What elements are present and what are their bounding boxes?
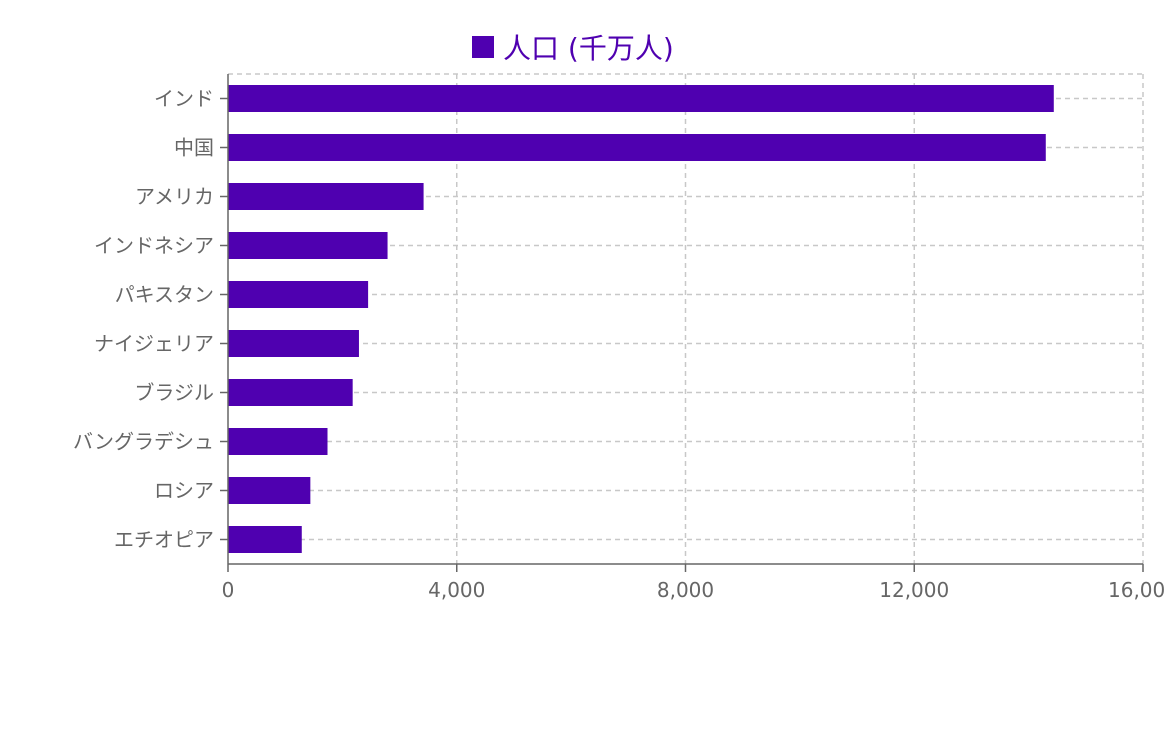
tick-labels: 0 4,000 8,000 12,000 16,000 インド中国アメリカインドネシアパキ… [73, 87, 1164, 603]
bar[interactable] [228, 477, 311, 504]
bar[interactable] [228, 526, 302, 553]
legend-swatch [472, 36, 494, 58]
x-tick-label: 4,000 [428, 578, 485, 602]
y-tick-label: ナイジェリア [94, 332, 214, 356]
bar[interactable] [228, 379, 353, 406]
y-tick-label: 中国 [174, 136, 214, 160]
axes [220, 74, 1144, 572]
bar[interactable] [228, 183, 424, 210]
y-tick-label: インド [154, 87, 214, 111]
x-tick-label: 8,000 [657, 578, 714, 602]
bar[interactable] [228, 428, 328, 455]
bar[interactable] [228, 330, 359, 357]
y-tick-label: インドネシア [94, 234, 214, 258]
bar[interactable] [228, 232, 388, 259]
y-tick-label: ロシア [154, 479, 214, 503]
y-tick-label: パキスタン [115, 283, 214, 307]
bars [228, 85, 1054, 553]
legend-label: 人口 (千万人) [503, 32, 674, 65]
y-tick-label: エチオピア [114, 528, 214, 552]
legend[interactable]: 人口 (千万人) [472, 32, 674, 65]
y-tick-label: ブラジル [134, 381, 214, 405]
x-tick-label: 16,000 [1108, 578, 1164, 602]
y-tick-label: バングラデシュ [73, 430, 214, 454]
x-tick-label: 12,000 [879, 578, 949, 602]
bar[interactable] [228, 134, 1046, 161]
y-tick-label: アメリカ [135, 185, 214, 209]
x-tick-label: 0 [222, 578, 235, 602]
bar[interactable] [228, 85, 1054, 112]
bar[interactable] [228, 281, 369, 308]
